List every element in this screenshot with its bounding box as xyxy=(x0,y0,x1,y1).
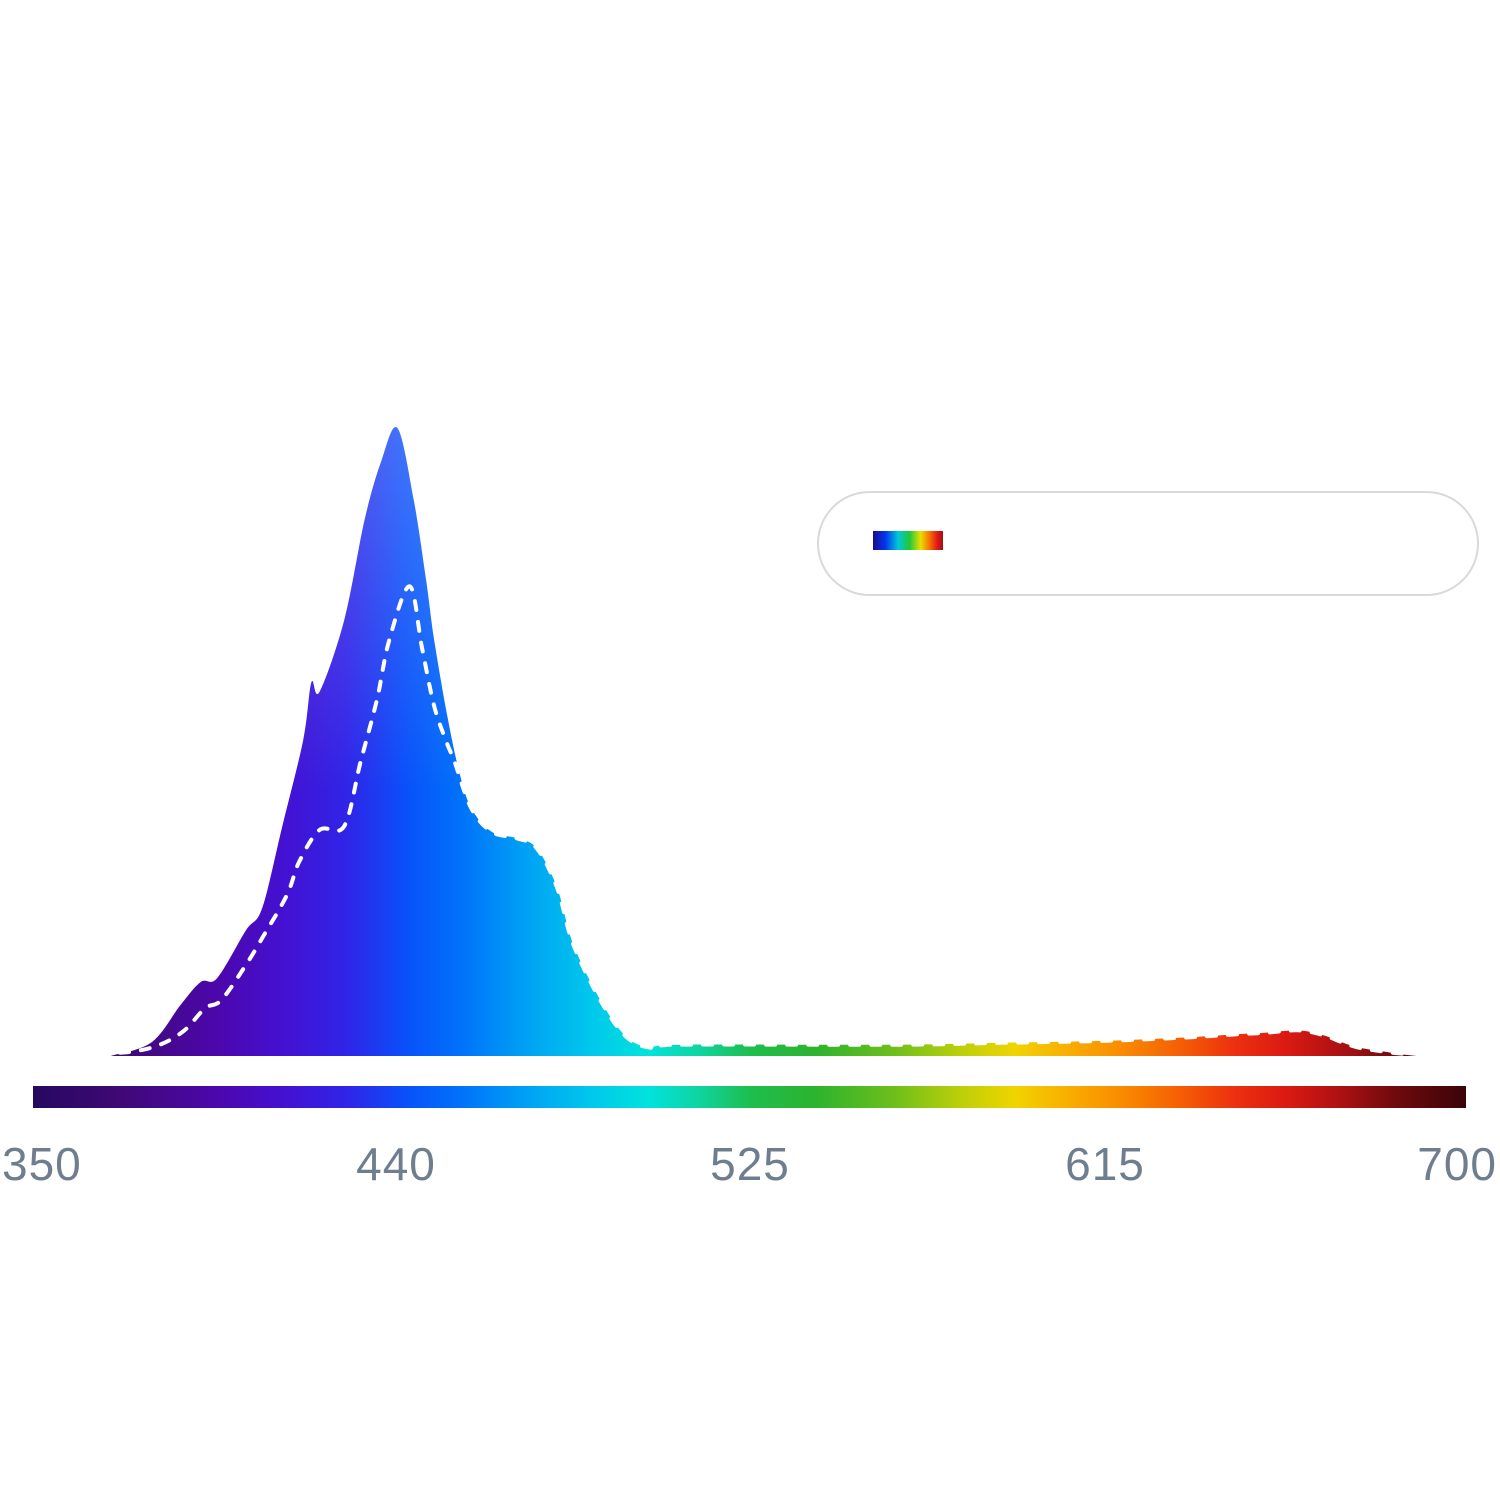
legend xyxy=(817,491,1479,596)
legend-pill[interactable] xyxy=(817,491,1479,596)
x-tick-525: 525 xyxy=(710,1138,790,1190)
x-tick-440: 440 xyxy=(356,1138,436,1190)
wavelength-color-bar xyxy=(33,1086,1466,1108)
spectrum-area-highlight xyxy=(110,426,1417,1056)
reference-dashed-line xyxy=(76,584,1456,1056)
x-tick-350: 350 xyxy=(2,1138,82,1190)
x-axis-tick-labels: 350 440 525 615 700 xyxy=(2,1138,1497,1190)
legend-series-swatch[interactable] xyxy=(873,531,943,550)
x-tick-615: 615 xyxy=(1065,1138,1145,1190)
x-tick-700: 700 xyxy=(1417,1138,1497,1190)
